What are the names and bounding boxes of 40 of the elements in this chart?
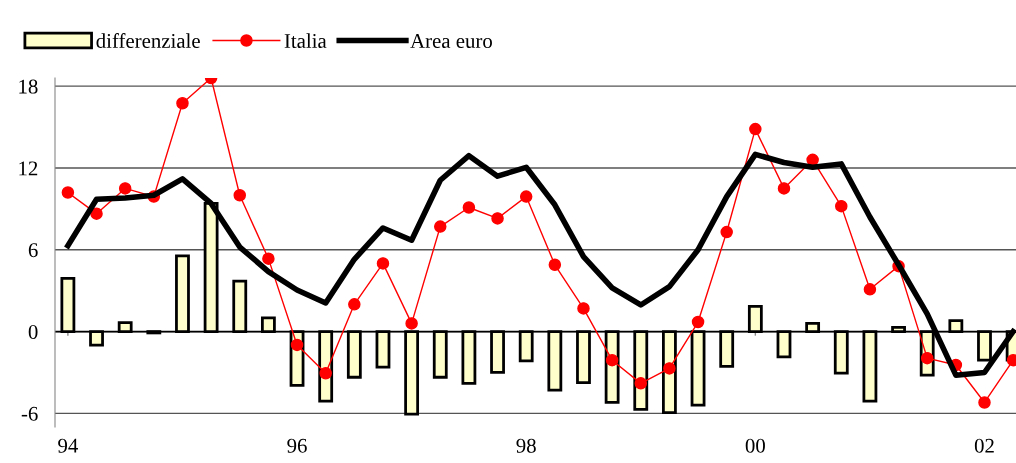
point (605, 353, 619, 367)
point (462, 201, 476, 214)
legend-label: Italia (284, 33, 327, 48)
point (491, 212, 504, 225)
y-tick-label: 6 (28, 243, 38, 258)
y-tick-label: 12 (19, 161, 38, 176)
point (61, 186, 75, 199)
point (777, 182, 791, 195)
point (290, 338, 304, 352)
y-tick-label: -6 (21, 406, 38, 421)
point (118, 182, 132, 195)
x-tick-label: 02 (974, 438, 994, 453)
point (319, 367, 332, 380)
point (348, 298, 361, 311)
point (978, 396, 991, 409)
point (577, 302, 590, 315)
point (663, 362, 676, 375)
y-tick-label: 18 (19, 79, 38, 94)
point (548, 258, 562, 272)
point (634, 377, 648, 390)
y-tick-label: 0 (28, 324, 38, 339)
point (519, 190, 533, 203)
x-tick-label: 00 (745, 438, 765, 453)
x-tick-label: 96 (287, 438, 307, 453)
legend-label: differenziale (96, 33, 200, 48)
legend-label: Area euro (410, 34, 492, 48)
point (405, 317, 418, 330)
point (863, 283, 877, 296)
point (434, 220, 447, 233)
x-tick-label: 94 (58, 438, 78, 453)
x-tick-label: 98 (516, 438, 536, 453)
point (233, 188, 247, 202)
point (376, 257, 390, 270)
point (691, 315, 705, 329)
point (262, 252, 275, 265)
point (749, 122, 762, 136)
point (90, 207, 103, 220)
point (720, 225, 733, 239)
point (176, 96, 189, 110)
point (835, 199, 848, 213)
